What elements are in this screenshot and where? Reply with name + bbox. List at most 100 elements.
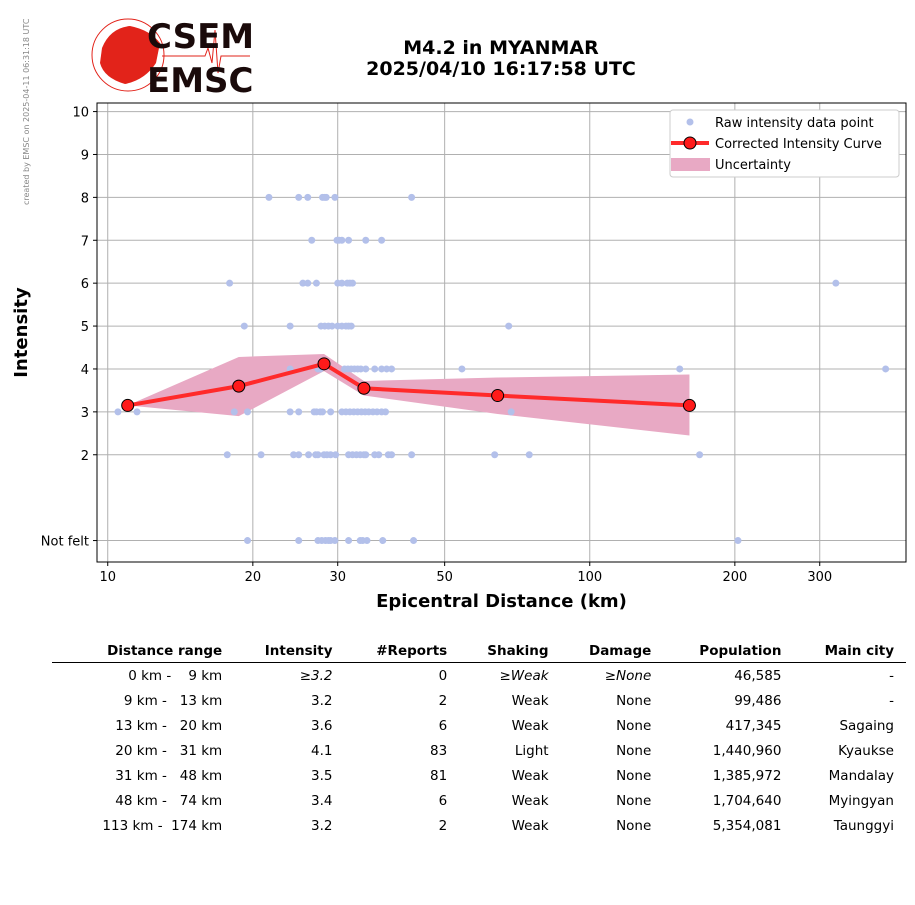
table-cell: ≥None [604,667,652,684]
raw-data-point [308,236,316,244]
table-cell: None [616,767,652,784]
table-cell: 2 [438,817,448,834]
raw-data-point [338,236,346,244]
raw-data-point [328,322,336,330]
raw-data-point [696,451,704,459]
raw-data-point [230,408,238,416]
table-cell: Sagaing [839,717,894,734]
table-cell: 3.5 [311,767,333,784]
table-row: 113 km - 174 km 3.2 2 Weak None 5,354,081 Taun… [52,813,906,838]
table-cell: ≥Weak [499,667,549,684]
y-tick-label: 3 [81,406,89,421]
table-cell: 2 [438,692,448,709]
table-cell: Weak [511,817,549,834]
column-header: Shaking [459,640,561,663]
raw-data-point [331,193,339,201]
legend-box [669,109,900,178]
svg-text:EMSC: EMSC [147,61,254,93]
raw-data-point [379,537,387,545]
raw-data-point [312,279,320,287]
raw-data-point [382,408,390,416]
svg-text:CSEM: CSEM [147,18,254,57]
table-cell: Weak [511,792,549,809]
legend-raw-marker [686,118,694,126]
table-cell: None [616,817,652,834]
raw-data-point [290,451,298,459]
x-tick-label: 100 [577,570,602,585]
table-cell: 9 km - 13 km [123,692,223,709]
raw-data-point [295,451,303,459]
table-row: 31 km - 48 km 3.5 81 Weak None 1,385,972 Manda… [52,763,906,788]
table-cell: 3.2 [311,817,333,834]
x-tick-label: 300 [807,570,832,585]
raw-data-point [226,279,234,287]
y-tick-label: 4 [81,363,89,378]
curve-marker [317,357,331,371]
table-cell: 4.1 [311,742,333,759]
table-cell: 3.2 [311,692,333,709]
raw-data-point [525,451,533,459]
raw-data-point [505,322,513,330]
raw-data-point [345,236,353,244]
legend-band-swatch [671,158,710,171]
y-tick-label: 7 [81,234,89,249]
emsc-logo: CSEM EMSC [91,18,254,93]
curve-marker [491,389,505,403]
table-header-row: Distance range Intensity #Reports Shaking Da… [52,640,906,663]
raw-data-point [832,279,840,287]
raw-data-point [114,408,122,416]
raw-data-point [133,408,141,416]
table-cell: 99,486 [734,692,782,709]
raw-data-point [304,193,312,201]
raw-data-point [410,537,418,545]
table-cell: - [889,667,894,684]
raw-data-point [378,365,386,373]
table-cell: 3.4 [311,792,333,809]
raw-data-point [319,408,327,416]
table-cell: Weak [511,717,549,734]
y-tick-label: Not felt [41,535,89,550]
raw-data-point [257,451,265,459]
raw-data-point [322,193,330,201]
y-tick-label: 8 [81,191,89,206]
column-header: Damage [560,640,664,663]
raw-data-point [507,408,515,416]
x-tick-label: 200 [722,570,747,585]
column-header: Main city [793,640,906,663]
table-cell: 20 km - 31 km [115,742,223,759]
y-tick-label: 5 [81,320,89,335]
legend-curve-marker [683,136,697,150]
raw-data-point [378,236,386,244]
legend-label: Raw intensity data point [715,116,874,131]
table-cell: 6 [438,717,448,734]
table-cell: Weak [511,767,549,784]
raw-data-point [349,279,357,287]
table-cell: 3.6 [311,717,333,734]
table-cell: ≥3.2 [299,667,333,684]
raw-data-point [223,451,231,459]
table-cell: 48 km - 74 km [115,792,223,809]
raw-data-point [244,537,252,545]
y-tick-label: 2 [81,449,89,464]
table-cell: 31 km - 48 km [115,767,223,784]
raw-data-point [295,408,303,416]
table-cell: 0 km - 9 km [128,667,223,684]
table-cell: 113 km - 174 km [102,817,223,834]
x-tick-label: 30 [329,570,346,585]
raw-data-point [345,537,353,545]
raw-data-point [244,408,252,416]
raw-data-point [357,365,365,373]
legend-label: Uncertainty [715,158,791,173]
raw-data-point [388,365,396,373]
table-cell: 0 [438,667,448,684]
y-axis-label: Intensity [11,287,32,378]
raw-data-point [347,322,355,330]
raw-data-point [295,537,303,545]
raw-data-point [299,279,307,287]
x-tick-label: 20 [245,570,262,585]
title-datetime: 2025/04/10 16:17:58 UTC [366,58,636,80]
raw-data-point [305,451,313,459]
table-cell: 1,440,960 [712,742,782,759]
title-event: M4.2 in MYANMAR [403,37,599,59]
table-row: 0 km - 9 km ≥3.2 0 ≥Weak ≥None 46,585 - [52,663,906,689]
